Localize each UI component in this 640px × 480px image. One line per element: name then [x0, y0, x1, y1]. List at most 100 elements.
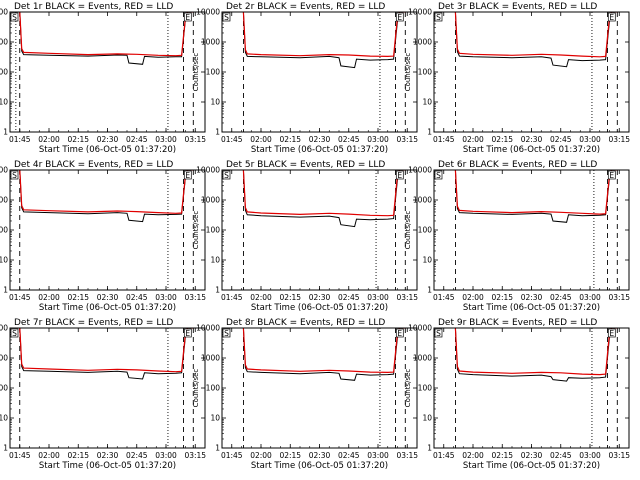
end-marker-box — [395, 12, 404, 22]
x-tick-label: 02:00 — [462, 293, 484, 302]
y-tick-label: 100 — [0, 226, 8, 235]
panel-title: Det 2r BLACK = Events, RED = LLD — [226, 2, 385, 12]
plot-frame — [433, 11, 630, 133]
y-axis-label: Counts/sec — [404, 211, 412, 250]
y-tick-label: 1 — [3, 444, 8, 453]
detector-panel-5: Det 5r BLACK = Events, RED = LLD Counts/s… — [192, 160, 418, 313]
x-tick-label: 01:45 — [9, 293, 31, 302]
x-tick-label: 02:00 — [462, 135, 484, 144]
y-axis-label: Counts/sec — [192, 53, 200, 92]
x-tick-label: 03:00 — [579, 451, 601, 460]
panel-title: Det 7r BLACK = Events, RED = LLD — [14, 318, 173, 328]
y-tick-label: 1000 — [0, 196, 8, 205]
x-tick-label: 01:45 — [433, 293, 455, 302]
start-marker-label: S — [12, 329, 17, 338]
y-tick-label: 10 — [0, 98, 8, 107]
x-tick-label: 02:15 — [67, 135, 89, 144]
x-tick-label: 02:15 — [279, 135, 301, 144]
end-marker-label: E — [185, 329, 190, 338]
x-tick-label: 02:15 — [279, 293, 301, 302]
y-tick-label: 10 — [0, 256, 8, 265]
events-series-line — [19, 170, 194, 223]
end-marker-label: E — [185, 171, 190, 180]
y-tick-label: 1 — [3, 128, 8, 137]
y-axis-label: Counts/sec — [192, 369, 200, 408]
x-tick-label: 02:00 — [38, 293, 60, 302]
panel-title: Det 1r BLACK = Events, RED = LLD — [14, 2, 173, 12]
events-series-line — [454, 12, 618, 68]
y-axis-label: Counts/sec — [404, 53, 412, 92]
y-axis-label: Counts/sec — [192, 211, 200, 250]
panel-title: Det 8r BLACK = Events, RED = LLD — [226, 318, 385, 328]
detector-panel-8: Det 8r BLACK = Events, RED = LLD Counts/s… — [192, 318, 418, 471]
y-tick-label: 10000 — [408, 8, 432, 17]
y-tick-label: 1 — [427, 444, 432, 453]
y-tick-label: 1 — [427, 286, 432, 295]
events-series-line — [242, 170, 406, 228]
x-tick-label: 02:30 — [521, 293, 543, 302]
x-tick-label: 02:45 — [126, 451, 148, 460]
start-marker-box — [222, 328, 231, 338]
x-tick-label: 02:15 — [67, 451, 89, 460]
x-axis-label: Start Time (06-Oct-05 01:37:20) — [251, 461, 388, 471]
x-tick-label: 01:45 — [9, 135, 31, 144]
y-tick-label: 100 — [418, 384, 433, 393]
y-tick-label: 10000 — [196, 166, 220, 175]
start-marker-label: S — [12, 171, 17, 180]
detector-panel-2: Det 2r BLACK = Events, RED = LLD Counts/s… — [192, 2, 418, 155]
end-marker-label: E — [397, 329, 402, 338]
end-marker-box — [607, 328, 616, 338]
panel-title: Det 6r BLACK = Events, RED = LLD — [438, 160, 597, 170]
plot-frame — [221, 327, 418, 449]
x-tick-label: 02:15 — [491, 135, 513, 144]
x-tick-label: 03:15 — [184, 451, 206, 460]
start-marker-box — [10, 12, 19, 22]
x-tick-label: 03:15 — [396, 135, 418, 144]
end-marker-box — [395, 170, 404, 180]
x-tick-label: 03:00 — [367, 135, 389, 144]
lld-series-line — [242, 12, 406, 58]
end-marker-box — [183, 170, 192, 180]
x-tick-label: 03:00 — [155, 293, 177, 302]
y-tick-label: 100 — [206, 68, 221, 77]
lld-series-line — [454, 170, 618, 215]
lld-series-line — [19, 12, 194, 57]
start-marker-label: S — [436, 329, 441, 338]
y-tick-label: 1 — [427, 128, 432, 137]
lld-series-line — [242, 328, 406, 374]
x-tick-label: 02:45 — [550, 293, 572, 302]
detector-panel-9: Det 9r BLACK = Events, RED = LLD Counts/s… — [404, 318, 630, 471]
y-tick-label: 100 — [0, 68, 8, 77]
start-marker-label: S — [12, 13, 17, 22]
y-tick-label: 100 — [0, 384, 8, 393]
y-tick-label: 10000 — [196, 8, 220, 17]
x-tick-label: 02:30 — [521, 451, 543, 460]
detector-panel-7: Det 7r BLACK = Events, RED = LLD Counts/s… — [0, 318, 206, 471]
start-marker-label: S — [436, 13, 441, 22]
x-axis-label: Start Time (06-Oct-05 01:37:20) — [251, 303, 388, 313]
x-tick-label: 03:15 — [396, 451, 418, 460]
x-tick-label: 03:15 — [184, 293, 206, 302]
x-tick-label: 02:45 — [550, 135, 572, 144]
y-tick-label: 10 — [422, 256, 432, 265]
y-tick-label: 100 — [418, 68, 433, 77]
y-tick-label: 10000 — [408, 324, 432, 333]
events-series-line — [242, 12, 406, 69]
y-axis-label: Counts/sec — [404, 369, 412, 408]
y-tick-label: 10 — [422, 98, 432, 107]
x-tick-label: 03:15 — [184, 135, 206, 144]
y-tick-label: 1 — [215, 286, 220, 295]
events-series-line — [454, 170, 618, 223]
x-tick-label: 02:15 — [279, 451, 301, 460]
x-tick-label: 03:15 — [608, 451, 630, 460]
y-tick-label: 1000 — [413, 196, 432, 205]
detector-panel-6: Det 6r BLACK = Events, RED = LLD Counts/s… — [404, 160, 630, 313]
detector-panel-3: Det 3r BLACK = Events, RED = LLD Counts/s… — [404, 2, 630, 155]
start-marker-label: S — [224, 13, 229, 22]
x-tick-label: 02:00 — [250, 135, 272, 144]
y-tick-label: 10000 — [0, 8, 8, 17]
end-marker-box — [183, 328, 192, 338]
y-tick-label: 10 — [210, 98, 220, 107]
x-tick-label: 02:00 — [38, 451, 60, 460]
x-axis-label: Start Time (06-Oct-05 01:37:20) — [39, 145, 176, 155]
